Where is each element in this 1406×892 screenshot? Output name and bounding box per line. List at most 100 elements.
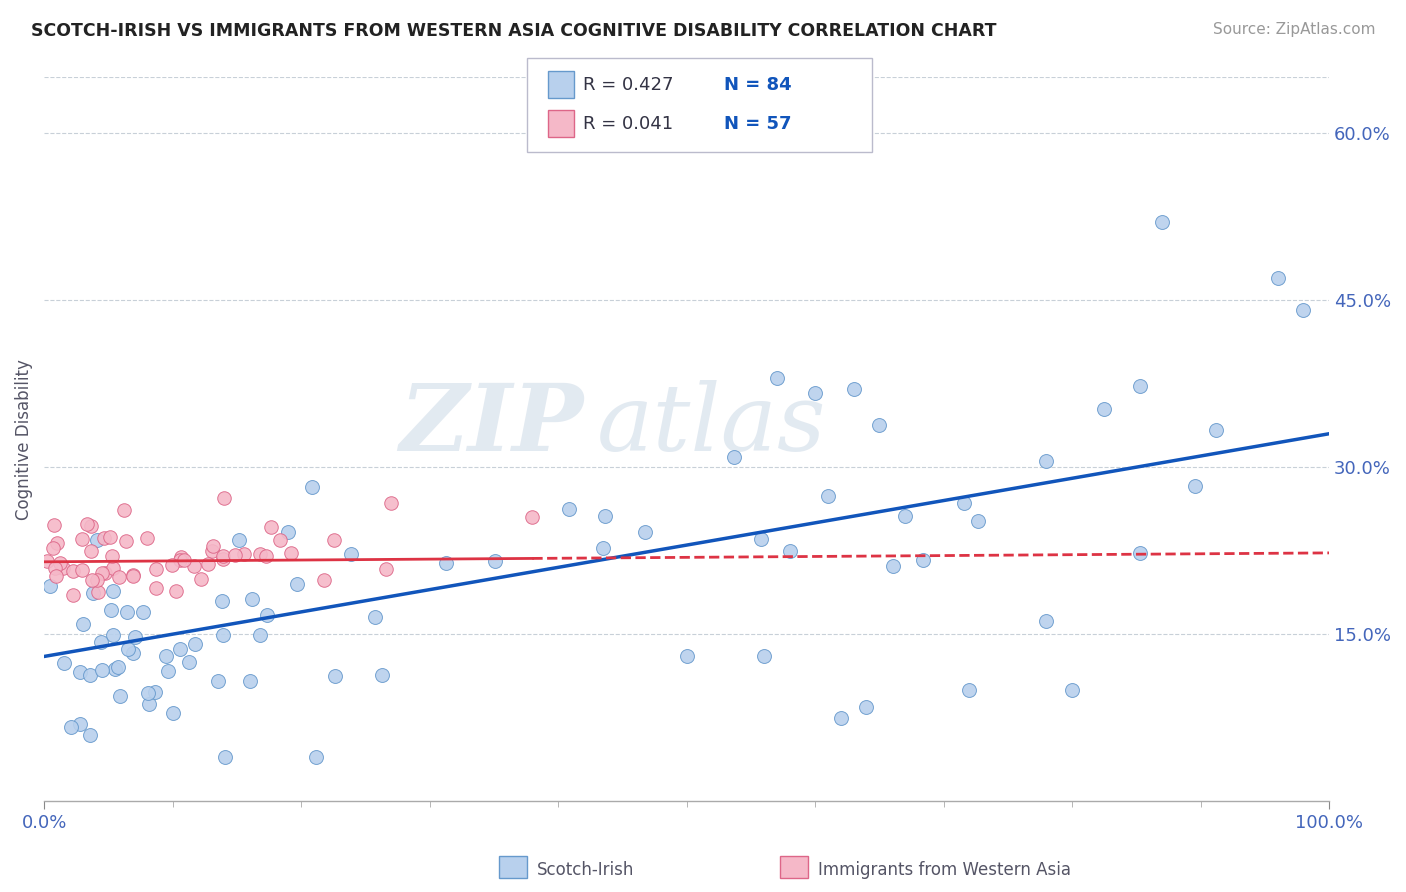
Point <box>212 628 235 642</box>
Point <box>249 547 271 561</box>
Point <box>868 418 890 433</box>
Point <box>145 561 167 575</box>
Point <box>170 549 193 564</box>
Point <box>46 536 69 550</box>
Point <box>749 533 772 547</box>
Point <box>117 606 139 620</box>
Point <box>107 570 129 584</box>
Point <box>434 556 457 570</box>
Point <box>380 496 402 510</box>
Text: N = 84: N = 84 <box>724 76 792 94</box>
Point <box>86 574 108 588</box>
Point <box>593 509 616 524</box>
Point <box>190 572 212 586</box>
Point <box>138 697 160 711</box>
Point <box>201 544 224 558</box>
Point <box>112 503 135 517</box>
Point <box>107 660 129 674</box>
Text: Immigrants from Western Asia: Immigrants from Western Asia <box>818 861 1071 879</box>
Point <box>325 669 347 683</box>
Point <box>280 546 302 560</box>
Point <box>842 382 865 396</box>
Point <box>911 553 934 567</box>
Point <box>143 684 166 698</box>
Text: Scotch-Irish: Scotch-Irish <box>537 861 634 879</box>
Point <box>765 371 787 385</box>
Point <box>35 554 58 568</box>
Point <box>80 544 103 558</box>
Point <box>44 569 66 583</box>
Point <box>183 559 205 574</box>
Point <box>1292 303 1315 318</box>
Point <box>953 496 976 510</box>
Point <box>305 749 328 764</box>
Point <box>374 562 396 576</box>
Point <box>233 547 256 561</box>
Point <box>82 586 104 600</box>
Point <box>239 673 262 688</box>
Point <box>855 699 877 714</box>
Point <box>165 583 187 598</box>
Point <box>79 668 101 682</box>
Point <box>169 642 191 657</box>
Point <box>1205 423 1227 437</box>
Point <box>100 603 122 617</box>
Point <box>69 665 91 679</box>
Point <box>211 594 233 608</box>
Point <box>101 628 124 642</box>
Point <box>752 649 775 664</box>
Point <box>340 547 363 561</box>
Point <box>212 552 235 566</box>
Point <box>1150 215 1173 229</box>
Point <box>277 524 299 539</box>
Point <box>558 501 581 516</box>
Point <box>804 385 827 400</box>
Y-axis label: Cognitive Disability: Cognitive Disability <box>15 359 32 520</box>
Point <box>82 574 104 588</box>
Point <box>162 558 184 572</box>
Point <box>1092 401 1115 416</box>
Point <box>207 673 229 688</box>
Point <box>675 649 697 664</box>
Text: SCOTCH-IRISH VS IMMIGRANTS FROM WESTERN ASIA COGNITIVE DISABILITY CORRELATION CH: SCOTCH-IRISH VS IMMIGRANTS FROM WESTERN … <box>31 22 997 40</box>
Point <box>94 566 117 581</box>
Point <box>723 450 745 465</box>
Point <box>592 541 614 555</box>
Text: ZIP: ZIP <box>399 380 583 470</box>
Point <box>69 717 91 731</box>
Text: R = 0.041: R = 0.041 <box>583 115 673 133</box>
Point <box>240 592 263 607</box>
Point <box>135 532 157 546</box>
Point <box>173 553 195 567</box>
Point <box>830 711 852 725</box>
Point <box>256 608 278 623</box>
Point <box>484 554 506 568</box>
Point <box>93 531 115 545</box>
Point <box>966 514 988 528</box>
Point <box>634 525 657 540</box>
Point <box>228 533 250 547</box>
Point <box>260 520 283 534</box>
Point <box>893 508 915 523</box>
Point <box>322 533 344 547</box>
Point <box>957 682 980 697</box>
Point <box>301 480 323 494</box>
Point <box>224 548 246 562</box>
Text: Source: ZipAtlas.com: Source: ZipAtlas.com <box>1212 22 1375 37</box>
Point <box>169 553 191 567</box>
Point <box>779 544 801 558</box>
Point <box>104 662 127 676</box>
Point <box>86 533 108 548</box>
Point <box>70 563 93 577</box>
Point <box>52 561 75 575</box>
Point <box>87 585 110 599</box>
Point <box>314 574 336 588</box>
Point <box>1035 454 1057 468</box>
Point <box>249 628 271 642</box>
Point <box>817 489 839 503</box>
Point <box>79 728 101 742</box>
Point <box>197 557 219 571</box>
Point <box>201 539 224 553</box>
Point <box>1129 378 1152 392</box>
Point <box>48 556 70 570</box>
